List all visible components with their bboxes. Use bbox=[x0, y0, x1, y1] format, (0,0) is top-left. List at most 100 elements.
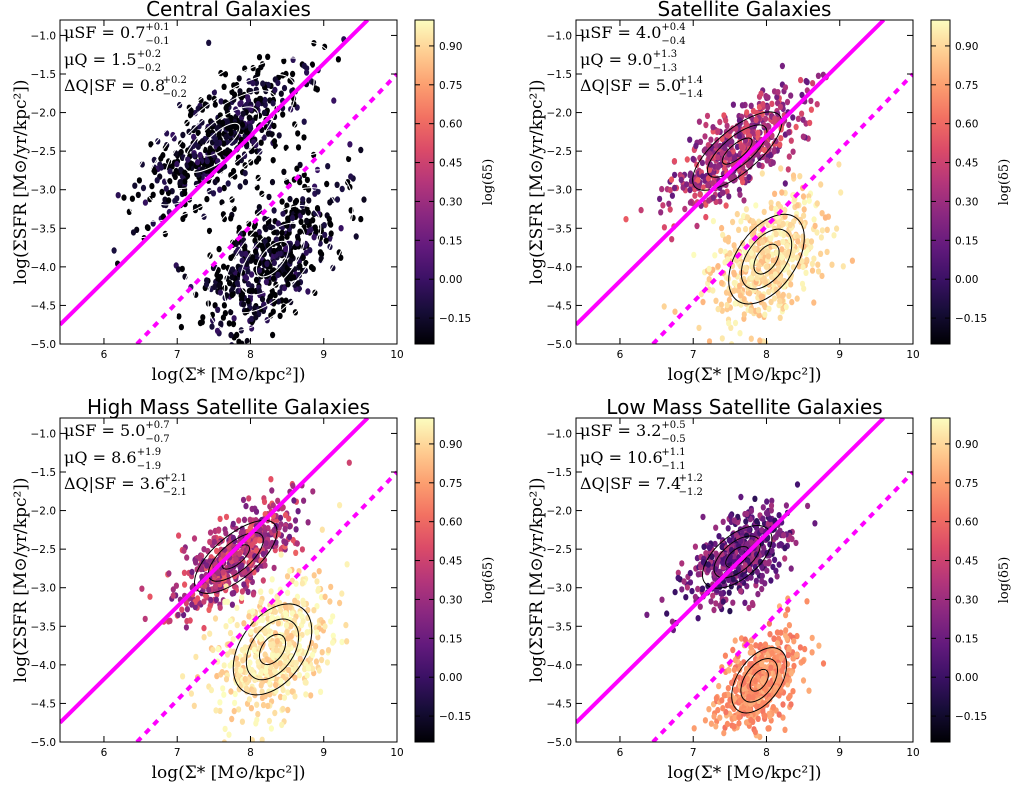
data-point bbox=[286, 666, 292, 674]
data-point bbox=[280, 306, 287, 313]
y-tick-label: −4.5 bbox=[547, 300, 573, 312]
data-point bbox=[176, 313, 182, 320]
data-point bbox=[725, 691, 731, 698]
data-point bbox=[768, 204, 774, 212]
data-point bbox=[711, 606, 717, 614]
data-point bbox=[726, 589, 732, 596]
data-point bbox=[231, 707, 237, 715]
data-point bbox=[804, 598, 810, 605]
data-point bbox=[733, 673, 739, 680]
data-point bbox=[764, 656, 770, 663]
data-point bbox=[175, 266, 182, 273]
x-tick-label: 9 bbox=[836, 747, 843, 759]
data-point bbox=[331, 97, 337, 104]
data-point bbox=[191, 702, 197, 709]
data-point bbox=[301, 601, 307, 608]
data-point bbox=[778, 629, 784, 636]
data-point bbox=[271, 259, 277, 267]
data-point bbox=[849, 257, 855, 264]
data-point bbox=[719, 150, 725, 157]
data-point bbox=[268, 725, 274, 732]
data-point bbox=[764, 109, 770, 116]
data-point bbox=[789, 241, 795, 248]
data-point bbox=[800, 133, 806, 140]
x-tick-label: 9 bbox=[320, 349, 327, 361]
data-point bbox=[802, 645, 808, 653]
data-point bbox=[769, 649, 775, 657]
data-point bbox=[741, 197, 747, 204]
data-point bbox=[730, 101, 736, 108]
data-point bbox=[732, 300, 738, 307]
data-point bbox=[195, 159, 201, 166]
data-point bbox=[754, 518, 760, 525]
data-point bbox=[697, 191, 703, 198]
data-point bbox=[772, 190, 778, 197]
data-point bbox=[725, 238, 731, 245]
data-point bbox=[325, 163, 331, 170]
data-point bbox=[239, 718, 245, 725]
data-point bbox=[815, 261, 821, 268]
data-point bbox=[277, 250, 283, 257]
data-point bbox=[815, 268, 822, 275]
data-point bbox=[265, 702, 271, 710]
data-point bbox=[209, 323, 215, 330]
data-point bbox=[775, 529, 781, 537]
data-point bbox=[724, 720, 730, 728]
data-point bbox=[716, 568, 722, 576]
data-point bbox=[696, 118, 702, 125]
data-point bbox=[184, 606, 190, 613]
data-point bbox=[731, 242, 737, 249]
data-point bbox=[234, 621, 240, 629]
data-point bbox=[270, 308, 276, 315]
data-point bbox=[249, 271, 255, 278]
data-point bbox=[302, 267, 308, 274]
data-point bbox=[273, 681, 279, 689]
data-point bbox=[748, 716, 754, 724]
data-point bbox=[258, 599, 264, 606]
x-tick-label: 7 bbox=[174, 747, 181, 759]
data-point bbox=[232, 690, 238, 698]
data-point bbox=[753, 116, 759, 124]
data-point bbox=[319, 526, 325, 533]
data-point bbox=[695, 615, 701, 622]
data-point bbox=[790, 264, 797, 271]
data-point bbox=[327, 199, 333, 206]
data-point bbox=[784, 635, 790, 642]
data-point bbox=[773, 230, 779, 238]
data-point bbox=[717, 118, 723, 126]
plot-frame bbox=[575, 19, 914, 345]
data-point bbox=[280, 705, 286, 713]
annotation-minus: −1.4 bbox=[679, 89, 703, 100]
data-point bbox=[312, 183, 318, 190]
annotation-mu-sf: μSF = 4.0 +0.4 −0.4 bbox=[580, 22, 686, 47]
data-point bbox=[699, 585, 705, 593]
data-point bbox=[708, 720, 714, 727]
data-point bbox=[229, 274, 235, 281]
data-point bbox=[313, 228, 319, 235]
data-point bbox=[247, 516, 253, 523]
data-point bbox=[678, 176, 684, 184]
data-point bbox=[721, 729, 727, 737]
data-point bbox=[755, 715, 761, 722]
data-point bbox=[801, 206, 807, 213]
data-point bbox=[182, 178, 188, 185]
data-point bbox=[793, 539, 799, 547]
data-point bbox=[769, 497, 775, 504]
data-point bbox=[239, 594, 245, 601]
data-point bbox=[195, 129, 201, 137]
data-point bbox=[784, 676, 790, 683]
data-point bbox=[759, 170, 765, 177]
data-point bbox=[752, 495, 758, 502]
density-contour bbox=[109, 41, 334, 239]
plot-frame bbox=[59, 19, 398, 345]
data-point bbox=[794, 254, 800, 261]
data-point bbox=[302, 183, 308, 191]
data-point bbox=[779, 254, 785, 261]
plot-frame bbox=[575, 417, 914, 743]
data-point bbox=[738, 537, 744, 545]
data-point bbox=[701, 543, 707, 550]
y-axis-label: log(ΣSFR [M⊙/yr/kpc²]) bbox=[11, 477, 31, 682]
data-point bbox=[183, 600, 189, 607]
data-point bbox=[173, 582, 179, 589]
data-point bbox=[214, 140, 220, 147]
